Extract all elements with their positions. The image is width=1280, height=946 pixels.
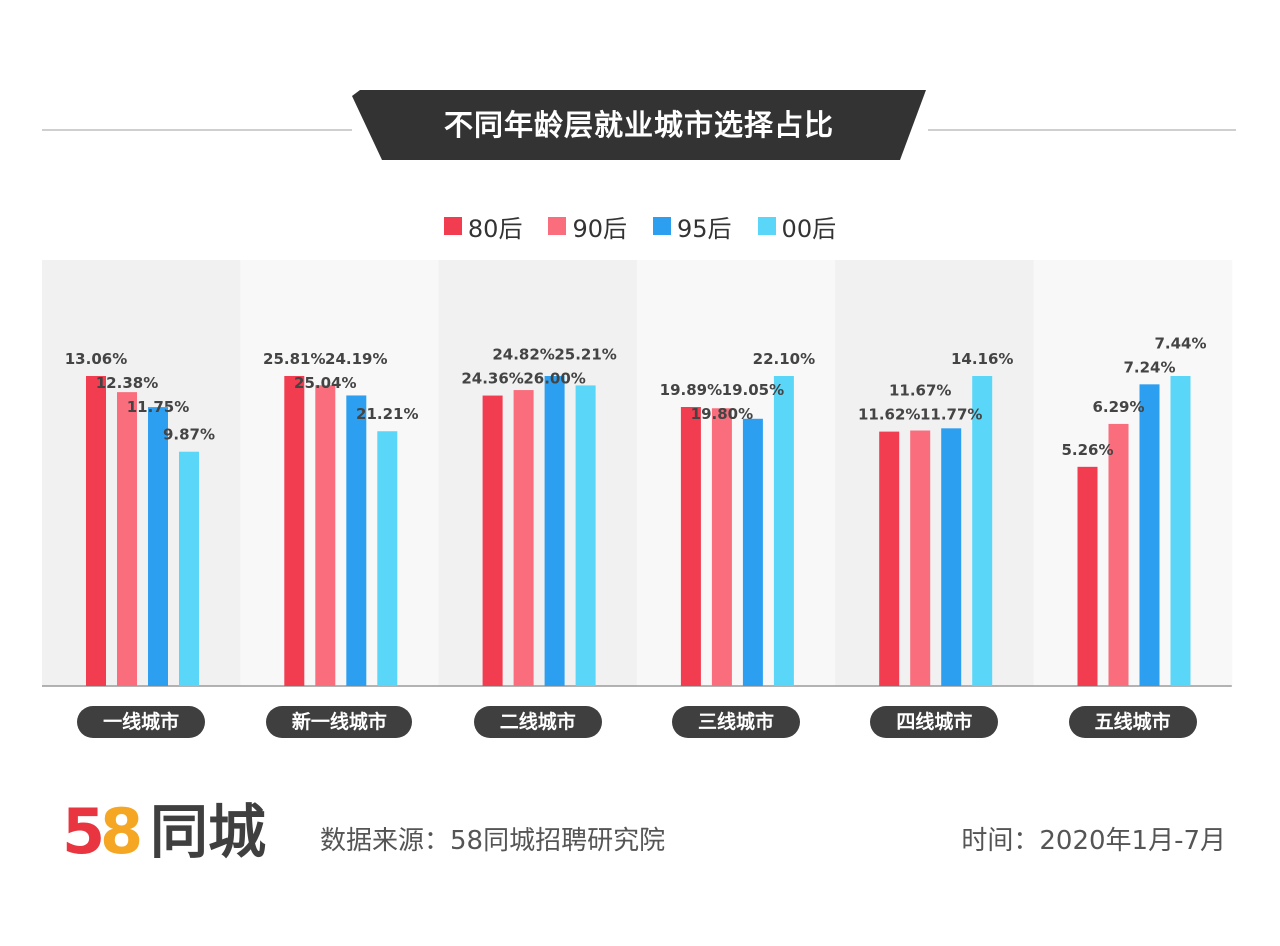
category-label-1: 新一线城市 <box>266 706 413 738</box>
panel-bg-0 <box>42 260 241 686</box>
panel-bg-3 <box>636 260 836 686</box>
bar-4-1 <box>910 430 931 686</box>
logo-text: 同城 <box>150 798 267 866</box>
panel-bg-1 <box>240 260 440 686</box>
value-label-0-3: 9.87% <box>163 426 215 444</box>
legend: 80后 90后 95后 00后 <box>0 210 1280 243</box>
title-rule-right <box>928 129 1236 131</box>
bar-2-2 <box>544 376 565 686</box>
brand-logo: 5 8 同城 <box>62 795 282 869</box>
value-label-3-2: 19.05% <box>722 381 784 399</box>
bar-0-2 <box>148 407 168 686</box>
category-label-0: 一线城市 <box>77 706 206 738</box>
category-label-2: 二线城市 <box>473 706 602 738</box>
value-label-5-3: 7.44% <box>1154 334 1206 352</box>
legend-item-95: 95后 <box>653 210 732 243</box>
bar-4-3 <box>972 376 993 686</box>
data-source: 数据来源：58同城招聘研究院 <box>320 826 666 856</box>
time-range: 时间：2020年1月-7月 <box>961 826 1226 856</box>
legend-swatch-00 <box>757 217 776 235</box>
value-label-5-0: 5.26% <box>1061 441 1113 459</box>
value-label-2-2: 26.00% <box>523 370 585 388</box>
legend-label-80: 80后 <box>467 214 523 243</box>
title-banner <box>352 90 926 160</box>
legend-label-00: 00后 <box>781 214 837 243</box>
legend-item-90: 90后 <box>548 210 627 243</box>
value-label-2-1: 24.82% <box>492 346 554 364</box>
bar-1-1 <box>315 385 336 686</box>
bar-0-1 <box>117 392 137 686</box>
bar-2-1 <box>513 390 534 686</box>
bar-1-0 <box>284 376 305 686</box>
bar-chart: 13.06% 12.38% 11.75% 9.87% 25.81% 25.04% 24.19… <box>42 260 1233 687</box>
category-label-5: 五线城市 <box>1068 706 1197 738</box>
category-label-3: 三线城市 <box>672 706 801 738</box>
value-label-3-3: 22.10% <box>753 350 815 368</box>
bar-3-1 <box>711 408 732 686</box>
value-label-3-1: 19.80% <box>691 405 753 423</box>
bar-2-3 <box>575 385 596 686</box>
value-label-2-3: 25.21% <box>554 346 616 364</box>
value-label-4-3: 14.16% <box>951 350 1013 368</box>
value-label-1-1: 25.04% <box>294 374 356 392</box>
legend-swatch-80 <box>443 217 462 235</box>
value-label-0-2: 11.75% <box>127 398 189 416</box>
title-rule-left <box>42 129 352 131</box>
value-label-5-1: 6.29% <box>1092 398 1144 416</box>
category-label-4: 四线城市 <box>870 706 999 738</box>
bar-2-0 <box>482 395 503 686</box>
value-label-3-0: 19.89% <box>660 381 722 399</box>
value-label-0-0: 13.06% <box>65 350 127 368</box>
bar-5-0 <box>1077 466 1098 686</box>
bar-4-0 <box>879 431 900 686</box>
value-label-4-1: 11.67% <box>889 382 951 400</box>
value-label-1-3: 21.21% <box>356 405 418 423</box>
bar-3-0 <box>680 407 701 686</box>
value-label-5-2: 7.24% <box>1123 358 1175 376</box>
panel-bg-5 <box>1033 260 1233 686</box>
bar-3-2 <box>742 418 763 686</box>
bar-4-2 <box>941 428 962 686</box>
bar-1-2 <box>346 395 367 686</box>
panel-bg-2 <box>438 260 638 686</box>
legend-label-95: 95后 <box>677 214 732 243</box>
legend-item-80: 80后 <box>443 210 523 243</box>
legend-swatch-90 <box>548 217 567 235</box>
bar-3-3 <box>773 376 794 686</box>
value-label-0-1: 12.38% <box>96 374 158 392</box>
logo-digit-8: 8 <box>100 795 144 868</box>
logo-digit-5: 5 <box>62 795 106 868</box>
legend-item-00: 00后 <box>757 210 837 243</box>
bar-1-3 <box>377 431 398 686</box>
bar-0-0 <box>86 376 106 686</box>
legend-label-90: 90后 <box>572 214 627 243</box>
bar-5-2 <box>1139 384 1160 686</box>
bar-5-1 <box>1108 423 1129 686</box>
panel-bg-4 <box>835 260 1034 686</box>
value-label-1-2: 24.19% <box>325 350 387 368</box>
bar-5-3 <box>1170 376 1191 686</box>
value-label-4-0: 11.62% <box>858 406 920 424</box>
chart-title: 不同年龄层就业城市选择占比 <box>443 108 834 142</box>
value-label-1-0: 25.81% <box>263 350 325 368</box>
bar-0-3 <box>179 451 199 686</box>
value-label-2-0: 24.36% <box>461 370 523 388</box>
legend-swatch-95 <box>653 217 671 235</box>
value-label-4-2: 11.77% <box>920 406 982 424</box>
